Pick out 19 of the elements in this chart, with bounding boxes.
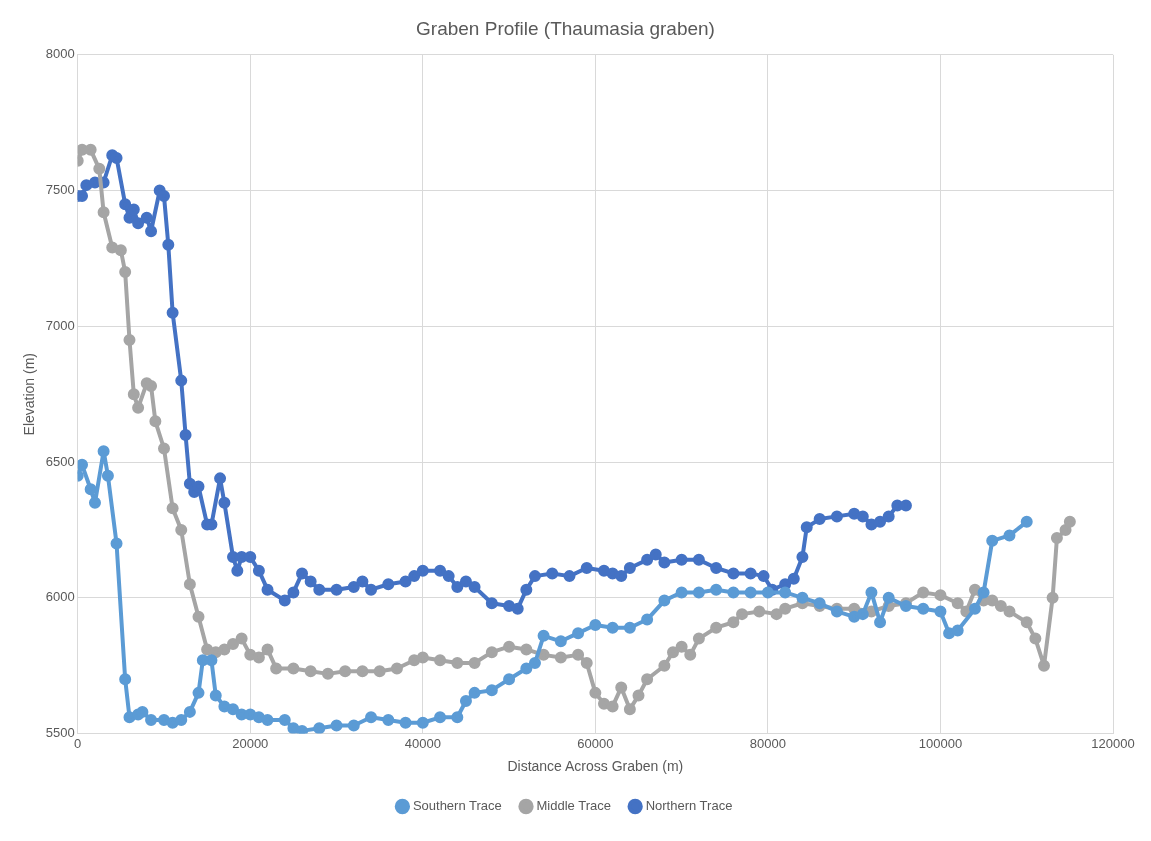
y-tick-label: 8000	[45, 46, 75, 62]
legend-label: Middle Trace	[536, 798, 611, 814]
x-tick-label: 20000	[232, 735, 269, 751]
legend-label: Northern Trace	[645, 798, 733, 814]
x-tick-label: 60000	[577, 735, 614, 751]
x-tick-label: 100000	[918, 735, 963, 751]
x-tick-label: 40000	[404, 735, 441, 751]
y-tick-label: 5500	[45, 725, 75, 741]
x-tick-label: 0	[74, 735, 82, 751]
x-axis-title: Distance Across Graben (m)	[507, 758, 684, 775]
chart-title: Graben Profile (Thaumasia graben)	[416, 17, 715, 39]
x-tick-label: 120000	[1091, 735, 1135, 751]
y-tick-label: 6000	[45, 589, 75, 605]
y-axis-title: Elevation (m)	[21, 352, 38, 436]
legend-label: Southern Trace	[412, 798, 502, 814]
y-tick-label: 7000	[45, 317, 75, 333]
y-tick-label: 6500	[45, 453, 75, 469]
x-tick-label: 80000	[749, 735, 786, 751]
y-tick-label: 7500	[45, 182, 75, 198]
